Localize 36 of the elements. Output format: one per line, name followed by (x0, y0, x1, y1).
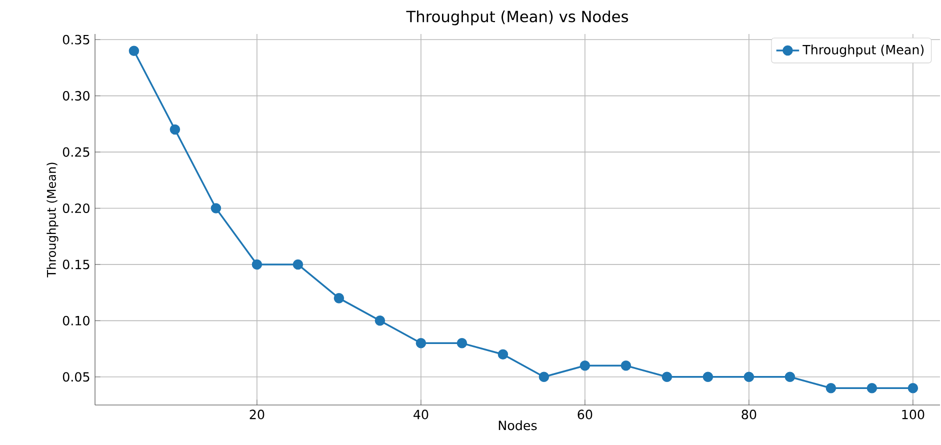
y-tick-label: 0.05 (62, 372, 90, 382)
x-tick-label: 80 (742, 410, 756, 420)
x-axis-title: Nodes (498, 420, 537, 430)
point (374, 316, 386, 326)
point (252, 259, 262, 270)
point (498, 349, 508, 360)
point (210, 203, 222, 214)
y-tick-label: 0.15 (62, 260, 90, 270)
point (292, 259, 304, 270)
x-tick-label: 100 (902, 410, 924, 420)
y-tick-label: 0.20 (62, 203, 90, 214)
point (784, 372, 796, 382)
x-tick-label: 60 (578, 410, 592, 420)
point (866, 382, 878, 394)
y-axis-title: Throughput (Mean) (46, 162, 58, 278)
chart-title: Throughput (Mean) vs Nodes (406, 10, 628, 26)
legend-label: Throughput (Mean) (802, 44, 924, 57)
x-tick-label: 20 (250, 410, 264, 420)
point (128, 46, 140, 56)
point (580, 360, 590, 371)
y-tick-label: 0.35 (62, 34, 90, 44)
y-tick-label: 0.30 (62, 91, 90, 101)
point (416, 338, 426, 348)
point (538, 372, 550, 382)
point (702, 372, 714, 382)
y-tick-label: 0.10 (62, 316, 90, 326)
y-tick-label: 0.25 (62, 147, 90, 157)
point (456, 338, 468, 348)
x-tick-label: 40 (414, 410, 428, 420)
point (744, 372, 754, 382)
point (826, 382, 836, 394)
point (170, 124, 180, 135)
point (662, 372, 672, 382)
point (620, 360, 632, 371)
point (908, 382, 918, 394)
point (334, 293, 344, 304)
